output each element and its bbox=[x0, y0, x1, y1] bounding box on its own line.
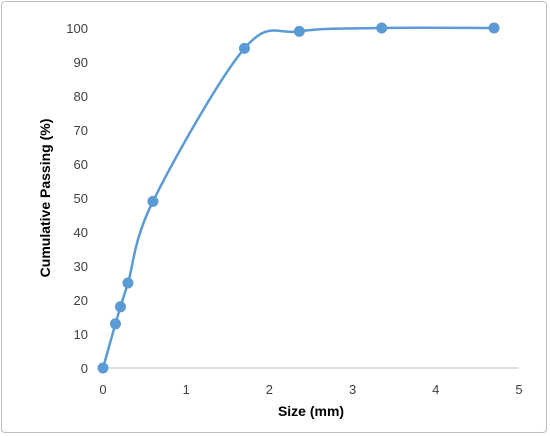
x-tick-label: 4 bbox=[432, 382, 439, 397]
y-tick-label: 100 bbox=[66, 21, 88, 36]
y-tick-label: 70 bbox=[74, 123, 88, 138]
y-tick-label: 80 bbox=[74, 89, 88, 104]
data-point bbox=[147, 195, 159, 207]
data-point bbox=[114, 301, 126, 313]
data-point bbox=[122, 277, 134, 289]
series bbox=[97, 22, 500, 374]
x-axis-title: Size (mm) bbox=[278, 403, 344, 419]
y-tick-label: 90 bbox=[74, 55, 88, 70]
data-point bbox=[238, 42, 250, 54]
data-point bbox=[376, 22, 388, 34]
x-tick-label: 2 bbox=[266, 382, 273, 397]
y-tick-label: 50 bbox=[74, 191, 88, 206]
y-axis-tick-labels: 0 10 20 30 40 50 60 70 80 90 100 bbox=[66, 21, 88, 376]
data-point bbox=[109, 318, 121, 330]
y-tick-label: 60 bbox=[74, 157, 88, 172]
x-tick-label: 0 bbox=[99, 382, 106, 397]
y-axis-title: Cumulative Passing (%) bbox=[37, 119, 53, 278]
data-point bbox=[97, 362, 109, 374]
y-tick-label: 0 bbox=[81, 361, 88, 376]
data-point bbox=[293, 25, 305, 37]
y-tick-label: 20 bbox=[74, 293, 88, 308]
y-tick-label: 30 bbox=[74, 259, 88, 274]
x-tick-label: 1 bbox=[183, 382, 190, 397]
series-line bbox=[101, 26, 495, 369]
x-tick-label: 5 bbox=[515, 382, 522, 397]
y-tick-label: 40 bbox=[74, 225, 88, 240]
y-tick-label: 10 bbox=[74, 327, 88, 342]
data-point bbox=[488, 22, 500, 34]
x-axis-tick-labels: 0 1 2 3 4 5 bbox=[99, 382, 522, 397]
x-tick-label: 3 bbox=[349, 382, 356, 397]
